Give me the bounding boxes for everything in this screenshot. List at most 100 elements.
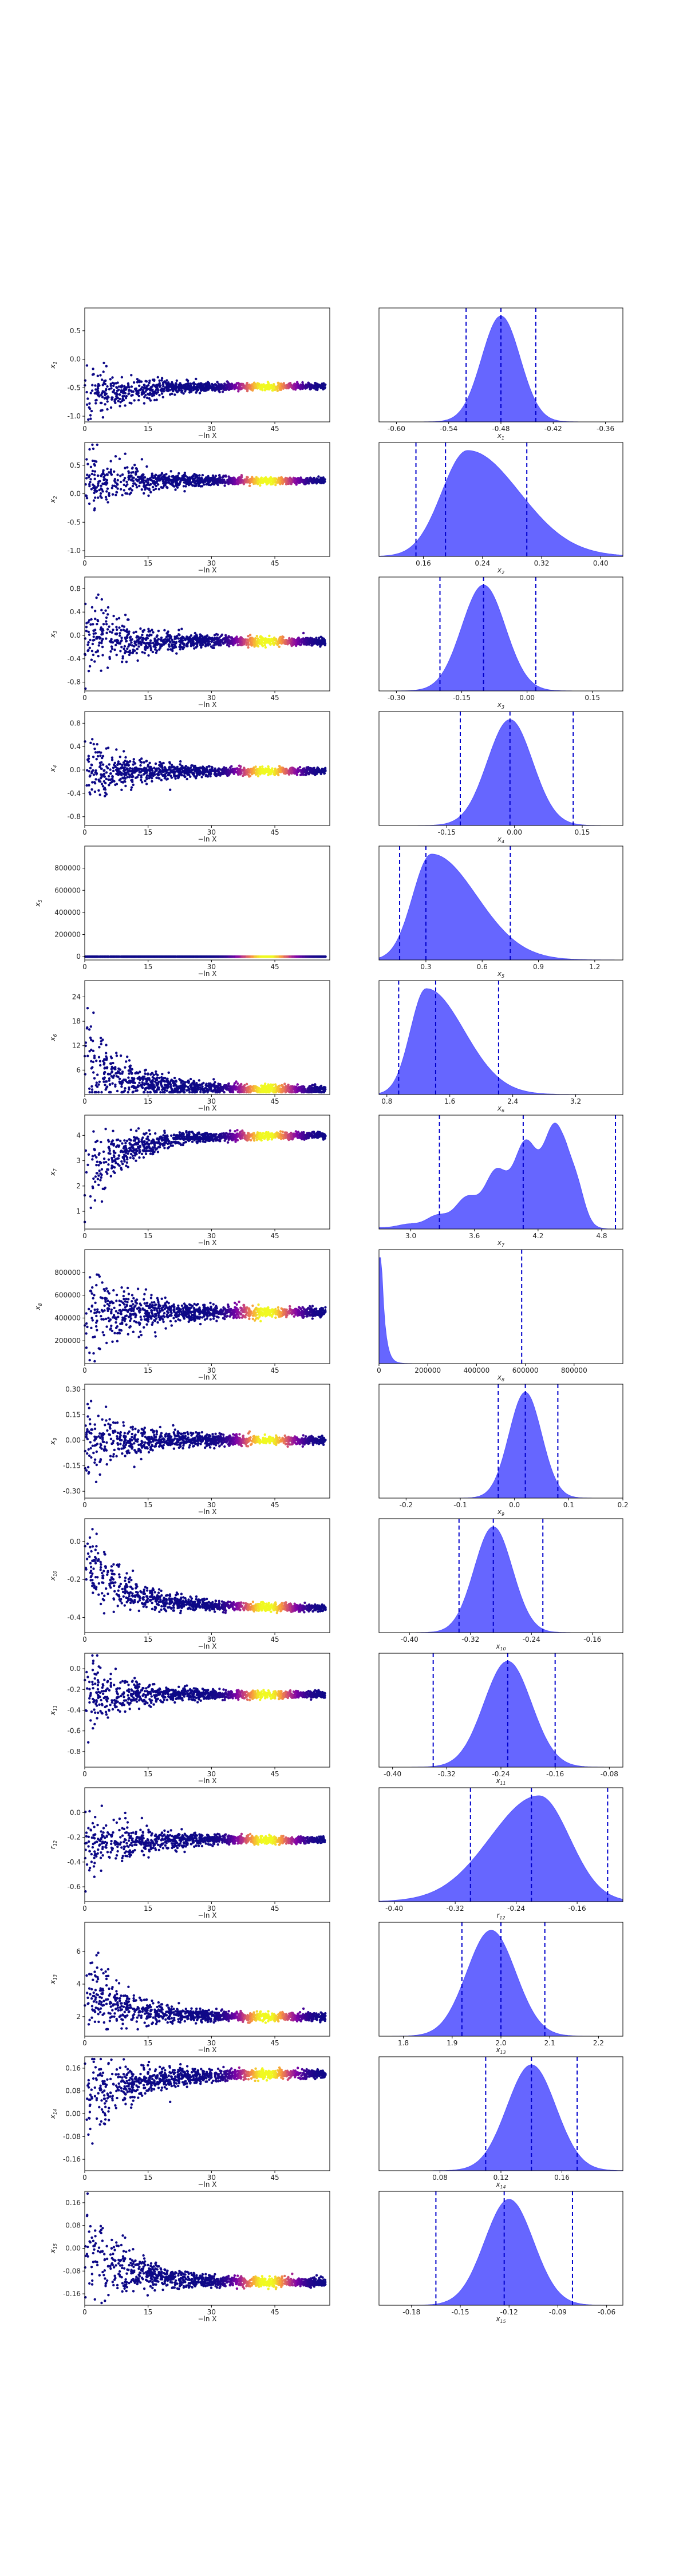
trace-point — [93, 790, 97, 793]
trace-point — [111, 484, 114, 487]
trace-point — [161, 388, 164, 391]
trace-point — [221, 769, 224, 773]
trace-point — [226, 385, 228, 388]
trace-point — [229, 386, 232, 389]
trace-point — [146, 487, 149, 490]
trace-point — [91, 384, 94, 386]
trace-point — [100, 669, 102, 672]
trace-point — [279, 483, 282, 485]
trace-point — [126, 386, 129, 389]
trace-point — [223, 484, 226, 487]
marginal-xtick-label: 0.15 — [585, 694, 600, 702]
trace-point — [304, 639, 307, 642]
trace-point — [233, 386, 236, 389]
trace-point — [109, 468, 113, 471]
trace-point — [237, 768, 240, 771]
trace-point — [112, 629, 114, 631]
trace-points — [84, 361, 327, 421]
trace-point — [195, 391, 198, 394]
trace-point — [145, 771, 148, 773]
trace-point — [213, 476, 216, 479]
trace-point — [210, 637, 213, 641]
trace-point — [207, 384, 210, 387]
trace-point — [248, 484, 251, 487]
trace-point — [88, 448, 91, 451]
trace-point — [87, 649, 90, 651]
trace-point — [155, 388, 158, 391]
trace-point — [123, 776, 126, 779]
trace-point — [114, 382, 117, 385]
trace-point — [104, 795, 106, 797]
trace-ytick-label: 0.8 — [70, 584, 81, 592]
trace-point — [182, 485, 185, 488]
trace-point — [217, 642, 220, 645]
marginal-xtick-label: -0.30 — [388, 694, 405, 702]
trace-point — [95, 758, 98, 761]
trace-point — [159, 765, 162, 768]
trace-point — [84, 379, 87, 382]
trace-point — [111, 622, 114, 626]
panel-row: 0 15 30 45−ln X8000006000004000002000000x50… — [34, 846, 623, 979]
trace-point — [171, 479, 174, 481]
trace-point — [136, 390, 139, 393]
trace-point — [87, 760, 90, 763]
trace-point — [297, 770, 300, 773]
trace-point — [135, 387, 137, 390]
trace-point — [164, 480, 167, 484]
trace-point — [131, 466, 134, 469]
trace-ytick-label: 0.0 — [70, 631, 81, 639]
trace-point — [105, 765, 108, 768]
trace-point — [191, 480, 195, 483]
trace-point — [273, 383, 275, 386]
trace-point — [133, 767, 136, 770]
trace-point — [266, 384, 269, 387]
trace-point — [108, 640, 112, 643]
trace-point — [110, 396, 113, 399]
trace-point — [161, 475, 164, 478]
trace-point — [238, 386, 240, 389]
trace-point — [114, 783, 117, 787]
trace-ylabel: x4 — [49, 765, 58, 772]
trace-point — [215, 633, 218, 636]
trace-point — [259, 635, 262, 639]
trace-point — [167, 643, 171, 646]
trace-ytick-label: -0.5 — [68, 384, 81, 392]
trace-point — [146, 481, 149, 484]
trace-point — [143, 651, 146, 655]
trace-point — [256, 483, 259, 485]
trace-point — [237, 390, 240, 393]
trace-point — [166, 486, 169, 489]
trace-point — [212, 646, 215, 650]
trace-point — [295, 483, 298, 486]
trace-point — [152, 642, 155, 645]
trace-point — [133, 645, 136, 648]
trace-point — [154, 487, 157, 491]
trace-point — [97, 391, 100, 394]
trace-point — [171, 771, 175, 774]
trace-point — [145, 396, 149, 400]
trace-point — [128, 389, 131, 392]
marginal-xlabel: x4 — [497, 835, 504, 844]
trace-point — [105, 620, 108, 623]
trace-point — [314, 381, 317, 385]
trace-ytick-label: 0.0 — [70, 766, 81, 774]
trace-point — [278, 771, 282, 773]
trace-point — [109, 650, 112, 653]
trace-point — [208, 480, 211, 483]
trace-point — [105, 616, 108, 619]
trace-ytick-label: -0.8 — [68, 678, 81, 686]
trace-point — [163, 629, 166, 632]
trace-point — [128, 475, 131, 478]
trace-point — [138, 384, 141, 388]
trace-point — [153, 475, 156, 477]
trace-point — [187, 385, 189, 388]
trace-point — [152, 394, 156, 397]
trace-point — [145, 760, 148, 762]
trace-point — [274, 388, 277, 392]
trace-point — [220, 479, 224, 481]
trace-point — [145, 385, 149, 388]
trace-point — [256, 645, 260, 648]
trace-point — [88, 484, 91, 488]
trace-point — [129, 636, 132, 639]
